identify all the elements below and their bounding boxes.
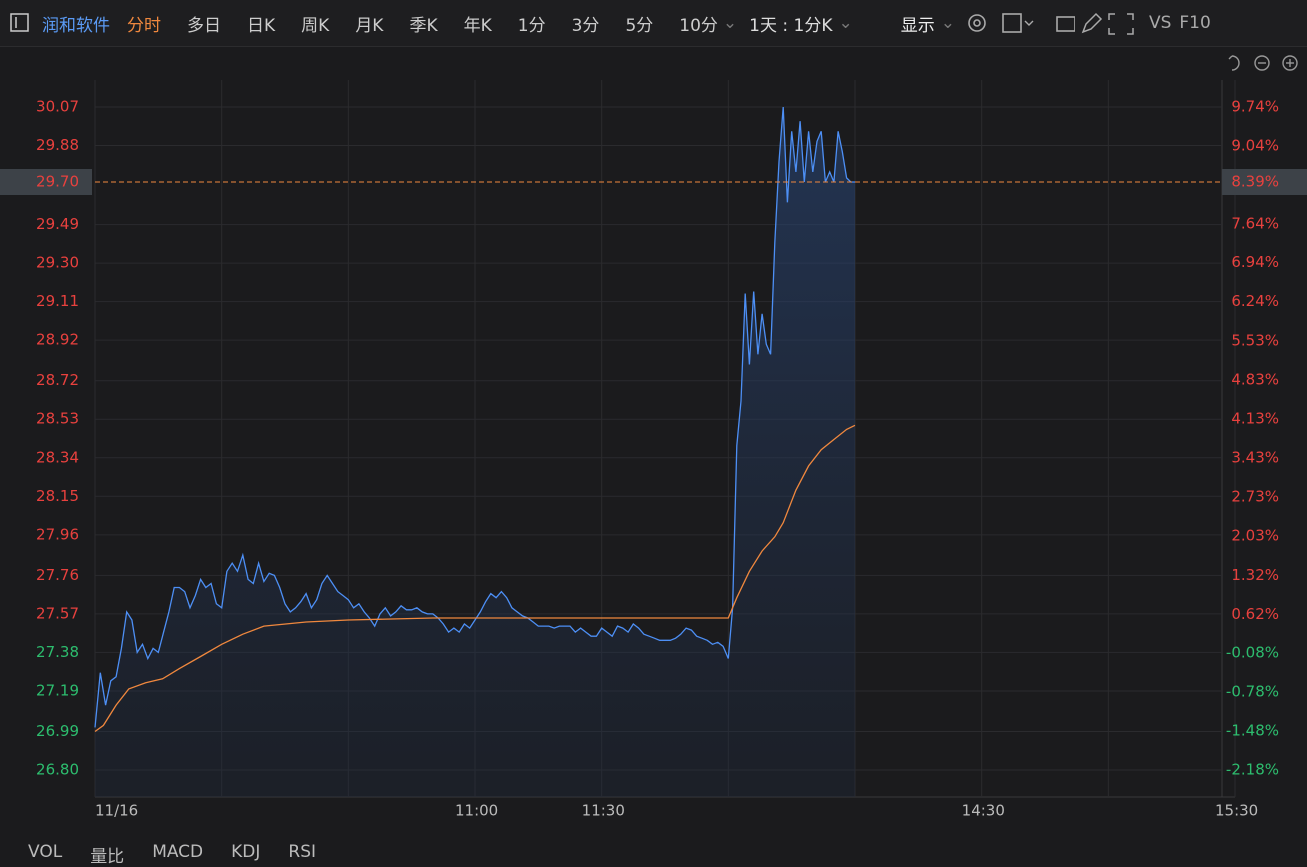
- tab[interactable]: 5分: [625, 15, 654, 36]
- y2-tick-label: 5.53%: [1231, 332, 1279, 350]
- indicator-tab[interactable]: KDJ: [231, 842, 261, 862]
- y2-tick-label: -0.08%: [1226, 644, 1279, 662]
- tab[interactable]: 10分: [679, 15, 718, 36]
- last-price-box: [0, 168, 92, 195]
- tab[interactable]: 周K: [301, 15, 330, 36]
- dropdown-icon[interactable]: ⌄: [940, 13, 955, 33]
- stock-name[interactable]: 润和软件: [42, 15, 110, 36]
- tab[interactable]: 多日: [187, 15, 221, 36]
- x-tick-label: 11:30: [582, 802, 625, 820]
- indicator-tab[interactable]: 量比: [90, 847, 125, 867]
- series-line: [94, 106, 855, 728]
- y2-tick-label: 4.13%: [1231, 410, 1279, 428]
- y-tick-label: 27.38: [36, 643, 79, 661]
- y2-tick-label: -0.78%: [1226, 683, 1279, 701]
- y-tick-label: 28.53: [36, 410, 79, 428]
- y2-tick-label: 6.94%: [1231, 253, 1279, 271]
- chart: 11/16 11:00 11:30 14:30 15:30 30.07 29.88 29.49…: [0, 55, 1307, 820]
- x-tick-label: 15:30: [1215, 802, 1258, 820]
- y2-tick-label: 7.64%: [1231, 214, 1279, 232]
- indicator-tab[interactable]: MACD: [152, 842, 204, 862]
- y-tick-label: 27.19: [36, 681, 79, 699]
- last-pct-label: 8.39%: [1231, 173, 1279, 191]
- draw-icons[interactable]: [1075, 8, 1145, 38]
- y2-tick-label: 2.73%: [1231, 487, 1279, 505]
- x-tick-label: 11:00: [455, 802, 498, 820]
- y2-tick-label: 3.43%: [1231, 448, 1279, 466]
- series-line: [94, 424, 856, 733]
- tab[interactable]: 1分: [517, 15, 546, 36]
- y-tick-label: 27.96: [36, 525, 79, 543]
- tab[interactable]: 日K: [247, 15, 276, 36]
- y-tick-label: 28.34: [36, 448, 79, 466]
- y-tick-label: 29.49: [36, 215, 79, 233]
- y2-tick-label: -1.48%: [1226, 722, 1279, 740]
- y-tick-label: 26.99: [36, 722, 79, 740]
- x-tick-label: 11/16: [95, 802, 138, 820]
- y-tick-label: 29.88: [36, 136, 79, 154]
- y2-tick-label: 4.83%: [1231, 371, 1279, 389]
- last-price-label: 29.70: [36, 172, 79, 190]
- tab[interactable]: 月K: [355, 15, 384, 36]
- y-tick-label: 27.76: [36, 566, 79, 584]
- display[interactable]: 显示: [900, 15, 935, 36]
- toolbar: 润和软件 分时 多日 日K 周K 月K 季K 年K 1分 3分 5分 10分 ⌄ 1天 : 1分K …: [0, 0, 1307, 47]
- y-tick-label: 28.72: [36, 371, 79, 389]
- x-tick-label: 14:30: [962, 802, 1005, 820]
- y2-tick-label: 2.03%: [1231, 526, 1279, 544]
- tabs: 分时 多日 日K 周K 月K 季K 年K 1分 3分 5分 10分: [114, 11, 731, 36]
- y-tick-label: 26.80: [36, 761, 79, 779]
- dropdown-icon[interactable]: ⌄: [838, 13, 853, 33]
- y-tick-label: 30.07: [36, 97, 79, 115]
- indicator-tab[interactable]: VOL: [28, 842, 63, 862]
- last-pct-box: [1222, 168, 1307, 195]
- zoom-icons[interactable]: [1228, 55, 1298, 71]
- dropdown-icon[interactable]: ⌄: [722, 13, 738, 33]
- tab[interactable]: 季K: [409, 15, 438, 36]
- f10[interactable]: F10: [1179, 13, 1211, 33]
- y2-tick-label: -2.18%: [1226, 761, 1279, 779]
- y-tick-label: 28.15: [36, 487, 79, 505]
- indicator-tab[interactable]: RSI: [288, 842, 317, 862]
- y2-tick-label: 9.04%: [1231, 136, 1279, 154]
- indicator-tabs: VOL 量比 MACD KDJ RSI: [28, 842, 316, 867]
- tab[interactable]: 分时: [127, 15, 161, 36]
- period[interactable]: 1天 : 1分K: [749, 15, 833, 36]
- y2-tick-label: 6.24%: [1231, 292, 1279, 310]
- y-tick-label: 27.57: [36, 604, 79, 622]
- vs[interactable]: VS: [1148, 13, 1172, 33]
- panel-icon[interactable]: [8, 11, 32, 35]
- y-tick-label: 29.11: [36, 292, 79, 310]
- y2-tick-label: 1.32%: [1231, 566, 1279, 584]
- y-tick-label: 29.30: [36, 254, 79, 272]
- y2-tick-label: 9.74%: [1231, 97, 1279, 115]
- tab[interactable]: 年K: [463, 15, 492, 36]
- y-tick-label: 28.92: [36, 331, 79, 349]
- tool-icons[interactable]: [965, 8, 1075, 38]
- y2-tick-label: 0.62%: [1231, 605, 1279, 623]
- tab[interactable]: 3分: [571, 15, 600, 36]
